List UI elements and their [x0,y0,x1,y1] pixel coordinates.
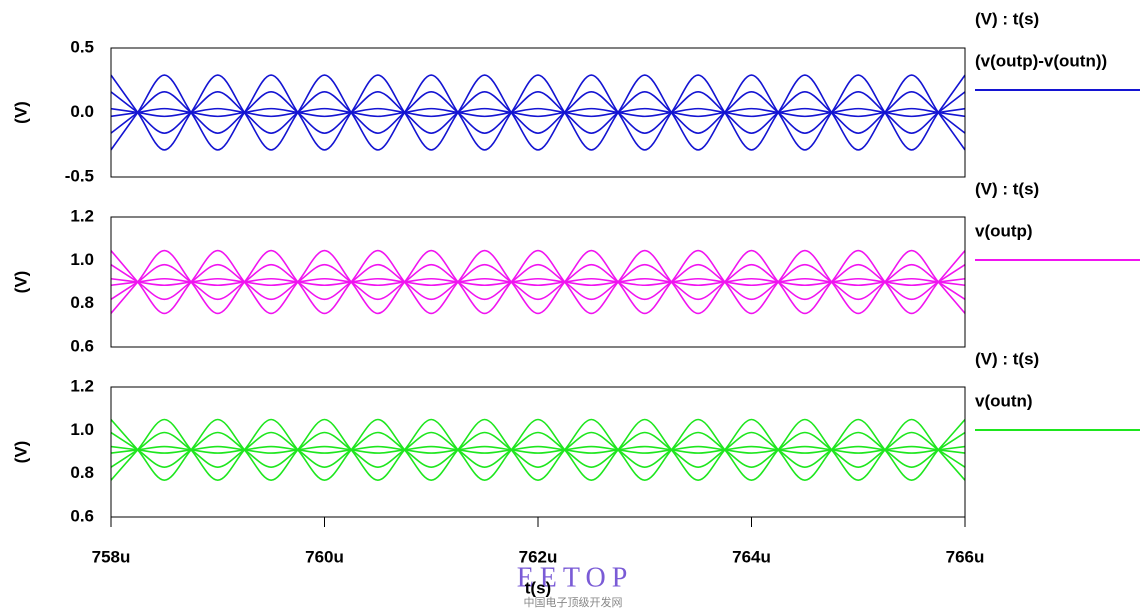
legend-label: v(outn) [975,391,1033,410]
y-tick-label: 0.6 [70,506,94,525]
y-tick-label: 1.2 [70,206,94,225]
x-tick-label: 758u [92,547,131,566]
watermark-title: EETOP [517,562,634,593]
y-axis-label: (V) [11,441,30,464]
waveform-trace [111,277,965,287]
waveform-trace [111,431,965,468]
waveform-trace [111,107,965,118]
waveform-trace [111,91,965,134]
plot-frame [110,216,966,348]
legend-label: v(outp) [975,221,1033,240]
legend-title: (V) : t(s) [975,349,1039,368]
y-tick-label: 0.5 [70,37,94,56]
waveform-trace [111,418,965,481]
plot-frame [110,47,966,178]
x-tick-label: 764u [732,547,771,566]
waveform-trace [111,107,965,118]
legend-label: (v(outp)-v(outn)) [975,51,1107,70]
waveform-trace [111,249,965,315]
y-tick-label: 0.8 [70,293,94,312]
x-tick-label: 766u [946,547,985,566]
y-tick-label: 0.8 [70,463,94,482]
waveform-trace [111,74,965,151]
y-tick-label: 0.6 [70,336,94,355]
y-tick-label: 1.0 [70,250,94,269]
y-tick-label: -0.5 [65,166,94,185]
waveform-trace [111,277,965,287]
y-axis-label: (V) [11,271,30,294]
y-axis-label: (V) [11,101,30,124]
waveform-trace [111,263,965,301]
y-tick-label: 1.0 [70,420,94,439]
plot-frame [110,386,966,518]
waveform-trace [111,445,965,454]
legend-title: (V) : t(s) [975,9,1039,28]
y-tick-label: 1.2 [70,376,94,395]
waveform-trace [111,418,965,481]
waveform-trace [111,74,965,151]
waveform-trace [111,431,965,468]
waveform-trace [111,91,965,134]
y-tick-label: 0.0 [70,102,94,121]
legend-title: (V) : t(s) [975,179,1039,198]
waveform-trace [111,249,965,315]
x-tick-label: 760u [305,547,344,566]
waveform-trace [111,445,965,454]
x-tick-label: 762u [519,547,558,566]
x-axis-label: t(s) [525,578,551,597]
waveform-trace [111,263,965,301]
watermark-subtitle: 中国电子顶级开发网 [524,595,623,609]
